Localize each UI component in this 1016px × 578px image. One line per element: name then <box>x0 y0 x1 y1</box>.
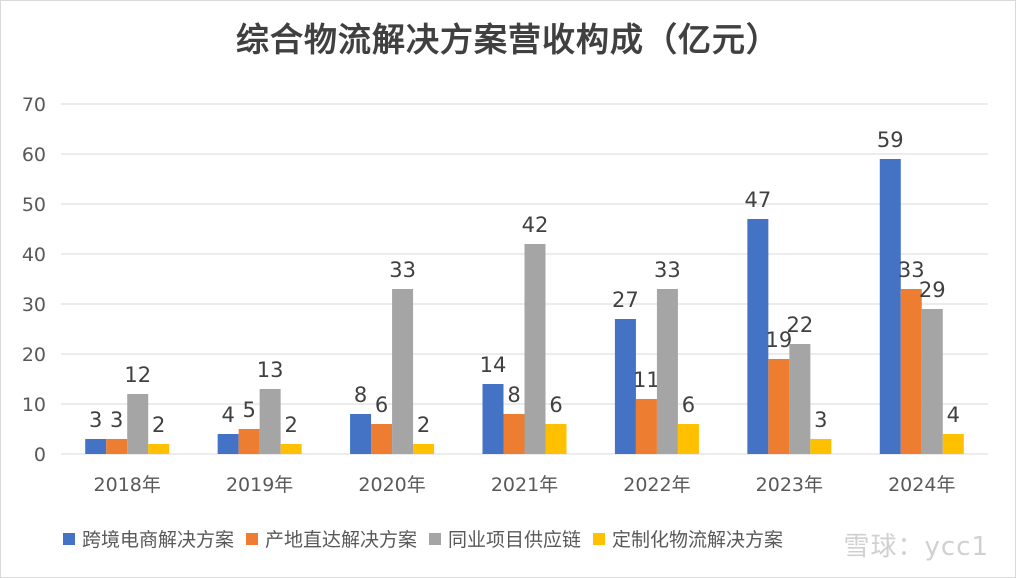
data-label: 14 <box>480 353 507 377</box>
legend-label: 定制化物流解决方案 <box>612 529 784 551</box>
chart-legend: 跨境电商解决方案 产地直达解决方案 同业项目供应链 定制化物流解决方案 <box>63 525 783 552</box>
data-label: 5 <box>242 398 255 422</box>
data-label: 6 <box>549 393 562 417</box>
chart-title: 综合物流解决方案营收构成（亿元） <box>236 20 780 59</box>
bar-1-1 <box>85 439 107 454</box>
data-label: 2 <box>284 413 297 437</box>
data-label: 4 <box>947 403 960 427</box>
bar-2-2 <box>238 429 260 454</box>
data-label: 47 <box>744 188 771 212</box>
data-label: 8 <box>507 383 520 407</box>
bar-3-7 <box>921 309 943 454</box>
data-label: 27 <box>612 288 639 312</box>
bar-3-2 <box>259 389 281 454</box>
legend-item: 定制化物流解决方案 <box>593 525 783 552</box>
y-tick-label: 40 <box>22 244 46 266</box>
bar-1-2 <box>217 434 239 454</box>
bar-2-4 <box>503 414 525 454</box>
legend-swatch <box>246 532 259 545</box>
data-label: 29 <box>919 278 946 302</box>
bar-4-2 <box>280 444 302 454</box>
bar-3-1 <box>127 394 149 454</box>
x-tick-label: 2020年 <box>358 474 425 496</box>
y-tick-label: 10 <box>22 394 46 416</box>
data-label: 6 <box>375 393 388 417</box>
y-tick-label: 0 <box>34 444 46 466</box>
data-label: 42 <box>522 213 549 237</box>
y-tick-label: 30 <box>22 294 46 316</box>
bar-3-3 <box>392 289 414 454</box>
bar-4-3 <box>413 444 435 454</box>
data-label: 2 <box>152 413 165 437</box>
bar-3-6 <box>789 344 811 454</box>
bar-4-6 <box>810 439 832 454</box>
bar-2-5 <box>635 399 657 454</box>
bar-1-6 <box>747 219 769 454</box>
legend-label: 产地直达解决方案 <box>265 529 418 551</box>
legend-label: 跨境电商解决方案 <box>82 529 235 551</box>
y-tick-label: 70 <box>22 94 46 116</box>
legend-swatch <box>593 532 606 545</box>
x-tick-label: 2018年 <box>94 474 161 496</box>
x-tick-label: 2024年 <box>888 474 955 496</box>
x-tick-label: 2023年 <box>756 474 823 496</box>
y-tick-label: 60 <box>22 144 46 166</box>
legend-label: 同业项目供应链 <box>448 529 582 551</box>
bar-3-5 <box>656 289 678 454</box>
data-label: 4 <box>221 403 234 427</box>
bar-1-3 <box>350 414 372 454</box>
legend-swatch <box>429 532 442 545</box>
bar-1-7 <box>879 159 901 454</box>
data-label: 3 <box>110 408 123 432</box>
data-label: 8 <box>354 383 367 407</box>
x-tick-label: 2022年 <box>623 474 690 496</box>
legend-item: 同业项目供应链 <box>429 525 581 552</box>
data-label: 22 <box>786 313 813 337</box>
data-label: 12 <box>124 363 151 387</box>
data-label: 59 <box>877 128 904 152</box>
bar-4-5 <box>677 424 699 454</box>
data-label: 33 <box>389 258 416 282</box>
bar-2-6 <box>768 359 790 454</box>
bar-1-4 <box>482 384 504 454</box>
y-tick-label: 20 <box>22 344 46 366</box>
bar-1-5 <box>614 319 636 454</box>
x-tick-label: 2019年 <box>226 474 293 496</box>
bar-4-1 <box>148 444 170 454</box>
data-label: 2 <box>417 413 430 437</box>
data-label: 11 <box>633 368 660 392</box>
legend-swatch <box>63 532 75 545</box>
data-label: 33 <box>898 258 925 282</box>
bar-4-7 <box>942 434 964 454</box>
data-label: 3 <box>89 408 102 432</box>
data-label: 19 <box>765 328 792 352</box>
bar-2-7 <box>900 289 922 454</box>
data-label: 3 <box>814 408 827 432</box>
bar-2-3 <box>371 424 393 454</box>
legend-item: 产地直达解决方案 <box>246 525 417 552</box>
data-label: 6 <box>682 393 695 417</box>
data-label: 33 <box>654 258 681 282</box>
data-label: 13 <box>257 358 284 382</box>
bar-3-4 <box>524 244 546 454</box>
watermark: 雪球：ycc1 <box>843 532 989 562</box>
y-tick-label: 50 <box>22 194 46 216</box>
legend-item: 跨境电商解决方案 <box>63 525 234 552</box>
bar-2-1 <box>106 439 128 454</box>
bar-4-4 <box>545 424 567 454</box>
x-tick-label: 2021年 <box>491 474 558 496</box>
